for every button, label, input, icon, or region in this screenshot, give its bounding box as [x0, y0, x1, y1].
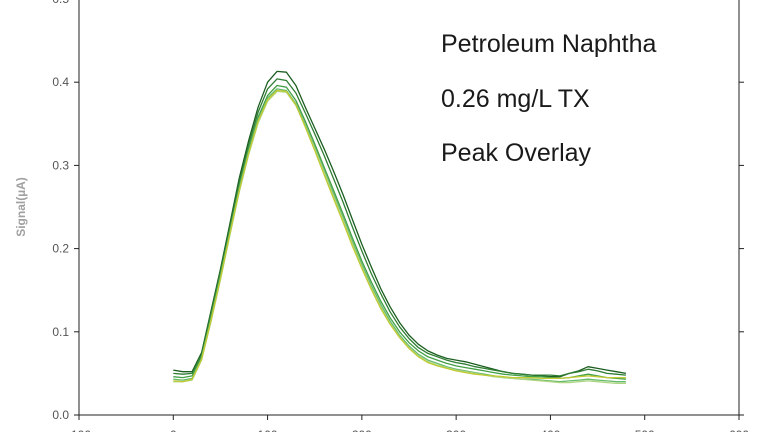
annotation-peak-overlay: Peak Overlay: [441, 139, 592, 167]
series-layer: [173, 70, 627, 385]
series-line-6: [173, 89, 626, 383]
x-tick-label: 500: [635, 428, 655, 432]
x-tick-label: 200: [352, 428, 372, 432]
plot-frame: [78, 0, 740, 416]
y-tick-label: 0.0: [52, 408, 69, 422]
y-axis-title: Signal(µA): [14, 177, 28, 237]
x-tick-label: 400: [540, 428, 560, 432]
annotation-sample: Petroleum Naphtha: [441, 30, 657, 58]
y-tick-label: 0.2: [52, 242, 69, 256]
x-tick-label: 100: [258, 428, 278, 432]
x-tick-label: -100: [67, 428, 91, 432]
series-line-3: [173, 84, 626, 380]
annotation-concentration: 0.26 mg/L TX: [441, 85, 590, 113]
y-tick-label: 0.3: [52, 158, 69, 172]
x-tick-label: 0: [170, 428, 177, 432]
y-tick-label: 0.1: [52, 325, 69, 339]
y-axis-ticks: 0.0 0.1 0.2 0.3 0.4 0.5: [52, 0, 744, 422]
series-line-1: [173, 70, 627, 378]
x-tick-label: 600: [729, 428, 749, 432]
series-line-2: [173, 78, 626, 377]
x-axis-ticks: -100 0 100 200 300 400 500 600: [67, 415, 749, 432]
y-tick-label: 0.5: [52, 0, 69, 6]
series-line-5: [173, 90, 626, 385]
y-tick-label: 0.4: [52, 75, 69, 89]
x-tick-label: 300: [446, 428, 466, 432]
